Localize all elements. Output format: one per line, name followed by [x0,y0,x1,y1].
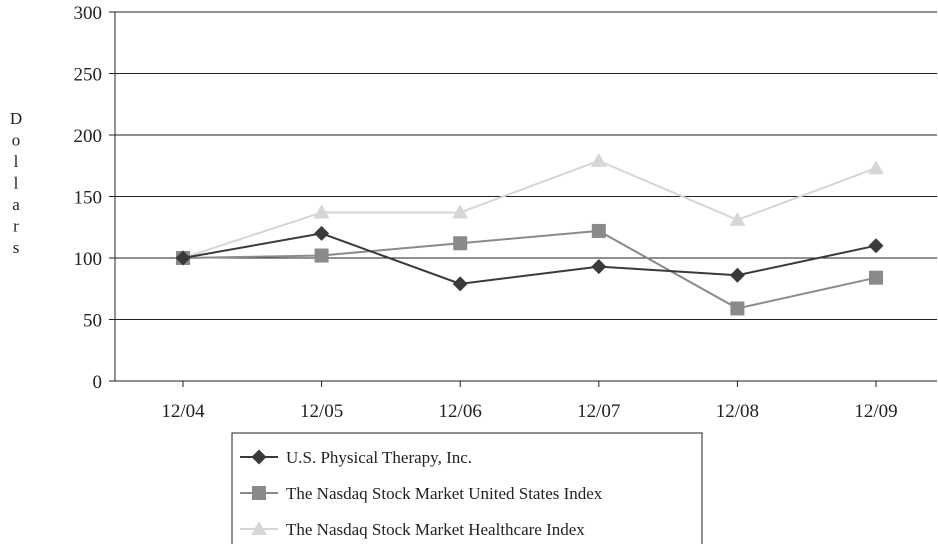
data-point [592,224,606,238]
data-point [729,212,745,226]
legend-label: U.S. Physical Therapy, Inc. [286,448,472,467]
y-axis-label-letter: l [14,174,19,193]
y-tick-labels: 0 50 100 150 200 250 300 [74,3,103,393]
legend-marker [252,486,266,500]
y-axis-label-letter: s [13,238,20,257]
y-tick-label: 0 [93,372,103,393]
data-point [453,276,468,291]
gridlines [115,12,937,320]
x-tick-label: 12/08 [716,401,759,422]
legend-item: The Nasdaq Stock Market United States In… [240,484,603,503]
axes [109,12,937,387]
data-point [868,160,884,174]
y-tick-label: 200 [74,126,103,147]
legend: U.S. Physical Therapy, Inc. The Nasdaq St… [232,433,702,544]
data-point [315,249,329,263]
data-point [591,153,607,167]
data-point [314,226,329,241]
series-1 [176,226,884,291]
y-tick-label: 150 [74,188,103,209]
data-point [730,301,744,315]
y-axis-label-letter: D [10,109,22,128]
series-group [175,153,884,316]
series-3 [175,153,884,264]
legend-item: The Nasdaq Stock Market Healthcare Index [240,520,585,539]
legend-label: The Nasdaq Stock Market Healthcare Index [286,520,585,539]
x-tick-label: 12/09 [854,401,897,422]
x-tick-labels: 12/04 12/05 12/06 12/07 12/08 12/09 [161,401,897,422]
x-tick-label: 12/07 [577,401,620,422]
series-line [183,233,876,283]
y-axis-label-letter: a [12,195,20,214]
y-axis-label-letter: o [12,131,21,150]
series-line [183,231,876,308]
data-point [730,268,745,283]
x-tick-label: 12/04 [161,401,205,422]
x-tick-label: 12/06 [439,401,482,422]
data-point [869,238,884,253]
series-2 [176,224,883,315]
data-point [453,236,467,250]
series-line [183,161,876,258]
x-tick-label: 12/05 [300,401,343,422]
data-point [869,271,883,285]
y-tick-label: 100 [74,249,103,270]
y-tick-label: 300 [74,3,103,24]
y-tick-label: 250 [74,65,103,86]
y-axis-label-letter: l [14,152,19,171]
legend-label: The Nasdaq Stock Market United States In… [286,484,603,503]
data-point [591,259,606,274]
y-tick-label: 50 [83,311,102,332]
y-axis-label-letter: r [13,217,19,236]
